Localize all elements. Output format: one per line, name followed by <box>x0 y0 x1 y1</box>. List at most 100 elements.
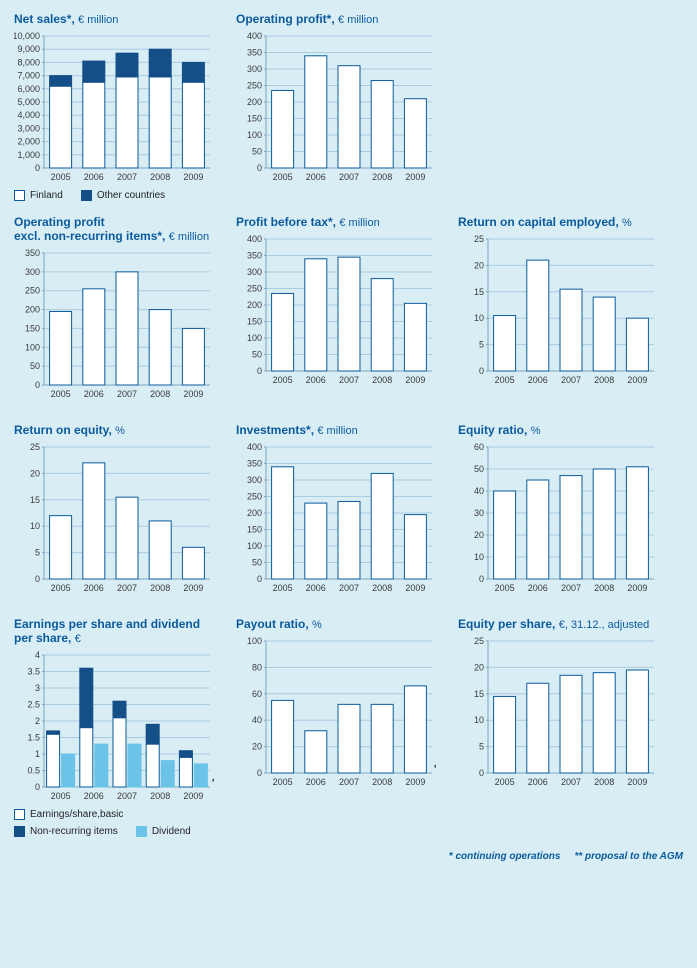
svg-text:100: 100 <box>247 541 262 551</box>
svg-text:250: 250 <box>25 286 40 296</box>
svg-text:2008: 2008 <box>372 583 392 593</box>
svg-text:2.5: 2.5 <box>27 700 40 710</box>
svg-text:150: 150 <box>247 317 262 327</box>
svg-text:150: 150 <box>247 114 262 124</box>
svg-text:20: 20 <box>30 468 40 478</box>
svg-text:6,000: 6,000 <box>17 84 40 94</box>
chart-title: Return on equity, <box>14 423 112 437</box>
svg-text:2006: 2006 <box>306 172 326 182</box>
svg-text:200: 200 <box>247 508 262 518</box>
svg-text:2008: 2008 <box>594 777 614 787</box>
svg-text:2007: 2007 <box>339 777 359 787</box>
svg-text:150: 150 <box>25 323 40 333</box>
svg-text:9,000: 9,000 <box>17 44 40 54</box>
svg-text:2009: 2009 <box>183 172 203 182</box>
svg-text:100: 100 <box>25 342 40 352</box>
svg-text:2005: 2005 <box>51 791 71 801</box>
svg-text:2005: 2005 <box>495 375 515 385</box>
svg-text:2008: 2008 <box>150 791 170 801</box>
svg-text:350: 350 <box>247 48 262 58</box>
svg-text:2006: 2006 <box>306 583 326 593</box>
svg-text:2008: 2008 <box>594 375 614 385</box>
svg-text:15: 15 <box>474 689 484 699</box>
svg-text:30: 30 <box>474 508 484 518</box>
svg-text:250: 250 <box>247 284 262 294</box>
svg-text:350: 350 <box>247 251 262 261</box>
svg-text:2009: 2009 <box>627 777 647 787</box>
chart-equity-ratio: Equity ratio, % 010203040506020052006200… <box>458 423 658 593</box>
svg-text:2008: 2008 <box>372 375 392 385</box>
svg-text:0.5: 0.5 <box>27 766 40 776</box>
svg-text:40: 40 <box>252 715 262 725</box>
svg-text:50: 50 <box>252 147 262 157</box>
chart-eps-dividend: Earnings per share and dividend per shar… <box>14 617 214 801</box>
svg-text:50: 50 <box>252 558 262 568</box>
svg-text:2008: 2008 <box>150 583 170 593</box>
svg-text:250: 250 <box>247 492 262 502</box>
svg-text:300: 300 <box>247 267 262 277</box>
svg-text:2,000: 2,000 <box>17 137 40 147</box>
row-4: Earnings per share and dividend per shar… <box>14 617 683 801</box>
chart-payout: Payout ratio, % 020406080100200520062007… <box>236 617 436 801</box>
svg-text:2005: 2005 <box>273 172 293 182</box>
svg-text:10,000: 10,000 <box>14 32 40 41</box>
svg-text:2007: 2007 <box>339 375 359 385</box>
chart-roce: Return on capital employed, % 0510152025… <box>458 215 658 399</box>
svg-text:2007: 2007 <box>561 777 581 787</box>
svg-text:25: 25 <box>474 235 484 244</box>
svg-text:20: 20 <box>474 530 484 540</box>
svg-text:2006: 2006 <box>84 583 104 593</box>
svg-text:2009: 2009 <box>405 375 425 385</box>
svg-text:15: 15 <box>30 495 40 505</box>
chart-investments: Investments*, € million 0501001502002503… <box>236 423 436 593</box>
chart-roe: Return on equity, % 05101520252005200620… <box>14 423 214 593</box>
svg-text:2005: 2005 <box>51 172 71 182</box>
svg-text:0: 0 <box>257 574 262 584</box>
svg-text:20: 20 <box>474 662 484 672</box>
svg-text:1: 1 <box>35 749 40 759</box>
svg-text:2009: 2009 <box>183 583 203 593</box>
svg-text:2009: 2009 <box>627 375 647 385</box>
svg-text:2009: 2009 <box>405 583 425 593</box>
chart-profit-before-tax: Profit before tax*, € million 0501001502… <box>236 215 436 399</box>
chart-title: Equity per share, <box>458 617 555 631</box>
svg-text:0: 0 <box>35 163 40 173</box>
svg-text:200: 200 <box>25 305 40 315</box>
chart-title: Investments*, <box>236 423 314 437</box>
legend-row1: FinlandOther countries <box>14 190 683 201</box>
svg-text:10: 10 <box>30 521 40 531</box>
svg-text:2005: 2005 <box>495 777 515 787</box>
svg-text:300: 300 <box>25 267 40 277</box>
svg-text:2009: 2009 <box>183 389 203 399</box>
svg-text:60: 60 <box>474 443 484 452</box>
svg-text:150: 150 <box>247 525 262 535</box>
svg-text:0: 0 <box>479 574 484 584</box>
svg-text:50: 50 <box>30 361 40 371</box>
svg-text:250: 250 <box>247 81 262 91</box>
svg-text:1,000: 1,000 <box>17 150 40 160</box>
svg-text:2007: 2007 <box>561 375 581 385</box>
chart-title: Payout ratio, <box>236 617 309 631</box>
svg-text:2006: 2006 <box>84 389 104 399</box>
svg-text:2009: 2009 <box>627 583 647 593</box>
svg-text:0: 0 <box>35 574 40 584</box>
svg-text:8,000: 8,000 <box>17 57 40 67</box>
svg-text:5: 5 <box>479 340 484 350</box>
svg-text:2008: 2008 <box>150 172 170 182</box>
svg-text:3,000: 3,000 <box>17 123 40 133</box>
svg-text:200: 200 <box>247 300 262 310</box>
svg-text:2009: 2009 <box>405 777 425 787</box>
svg-text:2009: 2009 <box>183 791 203 801</box>
svg-text:10: 10 <box>474 552 484 562</box>
svg-text:4,000: 4,000 <box>17 110 40 120</box>
svg-text:40: 40 <box>474 486 484 496</box>
svg-text:2008: 2008 <box>594 583 614 593</box>
svg-text:5,000: 5,000 <box>17 97 40 107</box>
svg-text:2: 2 <box>35 716 40 726</box>
svg-text:400: 400 <box>247 32 262 41</box>
chart-equity-per-share: Equity per share, €, 31.12., adjusted 05… <box>458 617 658 801</box>
svg-text:2005: 2005 <box>495 583 515 593</box>
svg-text:2006: 2006 <box>306 777 326 787</box>
svg-text:**: ** <box>434 763 436 773</box>
svg-text:1.5: 1.5 <box>27 733 40 743</box>
